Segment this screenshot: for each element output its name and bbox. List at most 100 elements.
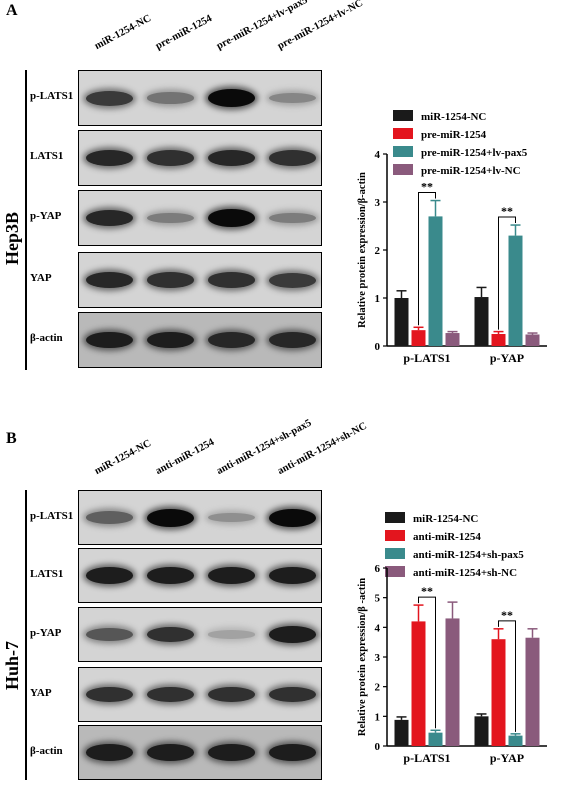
protein-band [85, 567, 134, 584]
blot-label: p-LATS1 [30, 90, 74, 102]
blot-label: β-actin [30, 332, 63, 344]
y-axis-label: Relative protein expression/β-actin [357, 172, 368, 328]
significance-label: ** [421, 584, 433, 598]
legend-label: miR-1254-NC [413, 513, 478, 525]
blot-strip [78, 548, 322, 603]
legend-label: miR-1254-NC [421, 111, 486, 123]
cell-line-label: Huh-7 [2, 640, 22, 690]
legend-swatch [385, 566, 405, 577]
y-tick-label: 1 [375, 711, 381, 723]
protein-band [268, 508, 317, 527]
protein-band [85, 90, 134, 106]
blot-label: p-YAP [30, 626, 62, 639]
y-tick-label: 3 [375, 652, 381, 664]
protein-band [268, 744, 317, 761]
significance-label: ** [421, 180, 433, 194]
bar [474, 716, 489, 746]
protein-band [146, 212, 195, 224]
y-tick-label: 4 [375, 149, 381, 161]
protein-band [207, 331, 256, 349]
bar-chart: miR-1254-NC anti-miR-1254 anti-miR-1254+sh… [357, 512, 547, 765]
y-tick-label: 3 [375, 197, 381, 209]
bar [394, 719, 409, 746]
significance-label: ** [501, 608, 513, 622]
blot-strip [78, 667, 322, 722]
y-tick-label: 6 [375, 563, 381, 575]
legend-swatch [393, 128, 413, 139]
protein-band [146, 272, 195, 288]
legend-label: anti-miR-1254 [413, 531, 481, 543]
x-tick-label: p-LATS1 [403, 351, 450, 365]
protein-band [207, 272, 256, 288]
x-tick-label: p-YAP [490, 351, 524, 365]
blot-label: LATS1 [30, 567, 64, 580]
protein-band [207, 89, 256, 107]
panel-letter: A [6, 2, 18, 19]
protein-band [268, 331, 317, 349]
protein-band [268, 92, 317, 104]
legend-label: pre-miR-1254 [421, 129, 487, 141]
significance-bracket [498, 620, 516, 732]
bar [445, 618, 460, 746]
protein-band [85, 209, 134, 227]
bar [411, 621, 426, 746]
cell-line-bracket [25, 70, 27, 370]
legend-swatch [393, 110, 413, 121]
blot-strip [78, 725, 322, 780]
y-tick-label: 0 [375, 741, 381, 753]
protein-band [268, 567, 317, 584]
legend-label: pre-miR-1254+lv-pax5 [421, 147, 528, 159]
blot-strip [78, 130, 322, 186]
protein-band [85, 331, 134, 349]
protein-band [146, 150, 195, 166]
protein-band [85, 511, 134, 524]
y-tick-label: 2 [375, 682, 381, 694]
y-tick-label: 1 [375, 293, 381, 305]
protein-band [85, 149, 134, 167]
bar [525, 637, 540, 746]
bar [445, 333, 460, 346]
x-tick-label: p-LATS1 [403, 751, 450, 765]
protein-band [268, 272, 317, 288]
protein-band [146, 626, 195, 643]
legend-swatch [385, 530, 405, 541]
cell-line-bracket [25, 490, 27, 780]
significance-bracket [418, 596, 436, 729]
lane-label: pre-miR-1254 [153, 13, 214, 52]
blot-label: p-YAP [30, 210, 62, 222]
y-tick-label: 5 [375, 593, 381, 605]
protein-band [146, 92, 195, 104]
panel-letter: B [6, 430, 17, 447]
protein-band [268, 686, 317, 703]
lane-label: anti-miR-1254 [153, 436, 217, 477]
significance-bracket [418, 192, 436, 326]
x-tick-label: p-YAP [490, 751, 524, 765]
protein-band [268, 150, 317, 166]
bar [491, 639, 506, 746]
bar-chart: miR-1254-NC pre-miR-1254 pre-miR-1254+lv-p… [357, 110, 547, 365]
protein-band [207, 630, 256, 639]
blot-strip [78, 490, 322, 545]
y-tick-label: 4 [375, 622, 381, 634]
protein-band [207, 567, 256, 584]
bar [411, 330, 426, 346]
blot-strip [78, 607, 322, 662]
protein-band [85, 744, 134, 761]
blot-label: LATS1 [30, 150, 64, 162]
y-axis-label: Relative protein expression/β -actin [357, 578, 368, 736]
blot-strip [78, 312, 322, 368]
protein-band [146, 744, 195, 761]
cell-line-label: Hep3B [2, 211, 22, 265]
legend-label: anti-miR-1254+sh-NC [413, 567, 517, 579]
protein-band [85, 686, 134, 703]
protein-band [85, 627, 134, 642]
protein-band [207, 686, 256, 703]
bar [491, 334, 506, 346]
protein-band [146, 331, 195, 349]
protein-band [85, 271, 134, 289]
protein-band [146, 508, 195, 527]
protein-band [268, 626, 317, 643]
significance-label: ** [501, 204, 513, 218]
legend-swatch [385, 548, 405, 559]
bar [428, 216, 443, 346]
